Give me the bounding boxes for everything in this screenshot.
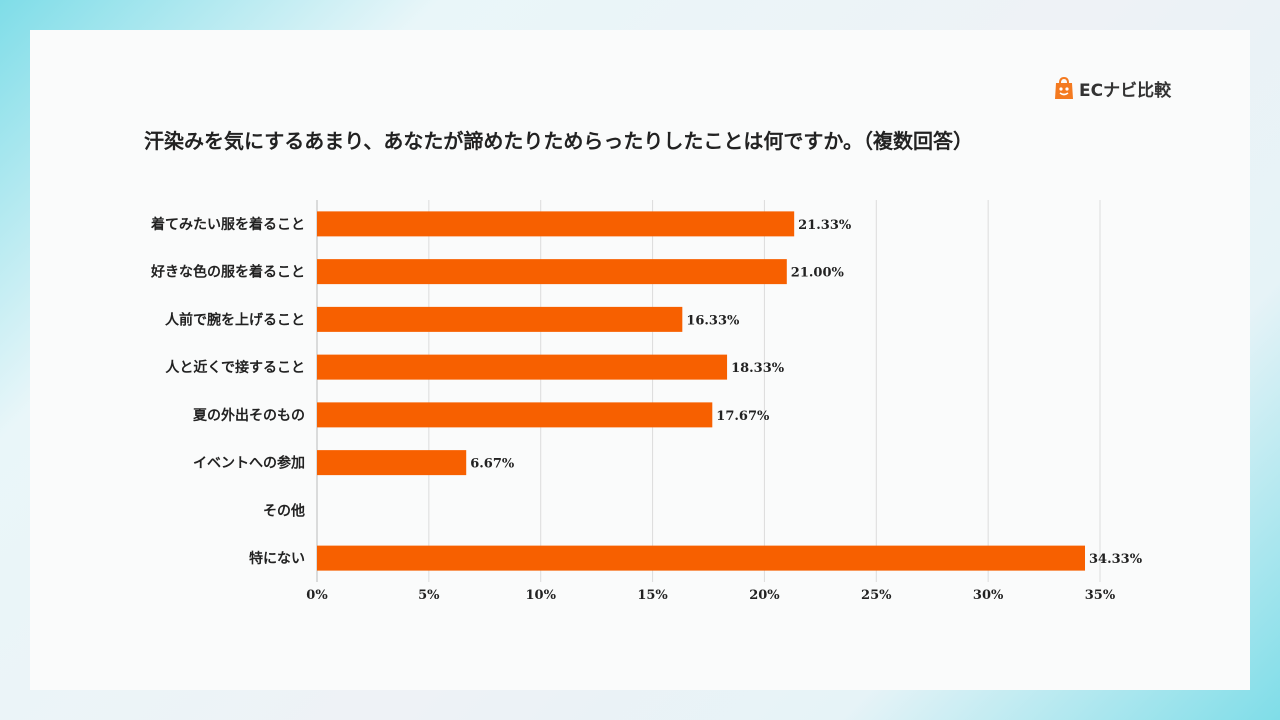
x-tick-label: 10% — [525, 588, 556, 603]
data-label: 16.33% — [686, 313, 740, 328]
x-tick-label: 5% — [418, 588, 440, 603]
data-label: 21.00% — [791, 266, 845, 281]
brand-logo: ECナビ比較 — [1053, 74, 1171, 102]
brand-logo-text: ECナビ比較 — [1079, 80, 1172, 101]
category-label: 人と近くで接すること — [165, 359, 305, 376]
category-label: イベントへの参加 — [193, 455, 305, 472]
category-label: 好きな色の服を着ること — [150, 264, 305, 281]
chart-title: 汗染みを気にするあまり、あなたが諦めたりためらったりしたことは何ですか。（複数回… — [144, 129, 973, 153]
category-label: 着てみたい服を着ること — [150, 216, 305, 233]
category-label: 特にない — [249, 550, 305, 567]
data-label: 18.33% — [731, 361, 785, 376]
category-label: 人前で腕を上げること — [165, 311, 305, 328]
x-tick-label: 35% — [1085, 588, 1116, 603]
bar — [317, 402, 713, 428]
bar — [317, 259, 787, 285]
category-label: その他 — [263, 502, 305, 519]
bar — [317, 306, 683, 332]
data-label: 21.33% — [798, 218, 852, 233]
shopping-bag-icon — [1055, 76, 1073, 99]
data-label: 17.67% — [716, 409, 770, 424]
category-label: 夏の外出そのもの — [193, 407, 305, 424]
data-label: 6.67% — [470, 457, 515, 472]
x-tick-label: 25% — [861, 588, 892, 603]
bar — [317, 450, 467, 476]
bar — [317, 354, 728, 380]
x-tick-label: 0% — [306, 588, 328, 603]
x-tick-label: 20% — [749, 588, 780, 603]
x-tick-label: 30% — [973, 588, 1004, 603]
bar — [317, 545, 1086, 571]
data-label: 34.33% — [1089, 552, 1143, 567]
bar — [317, 211, 795, 237]
x-tick-label: 15% — [637, 588, 668, 603]
